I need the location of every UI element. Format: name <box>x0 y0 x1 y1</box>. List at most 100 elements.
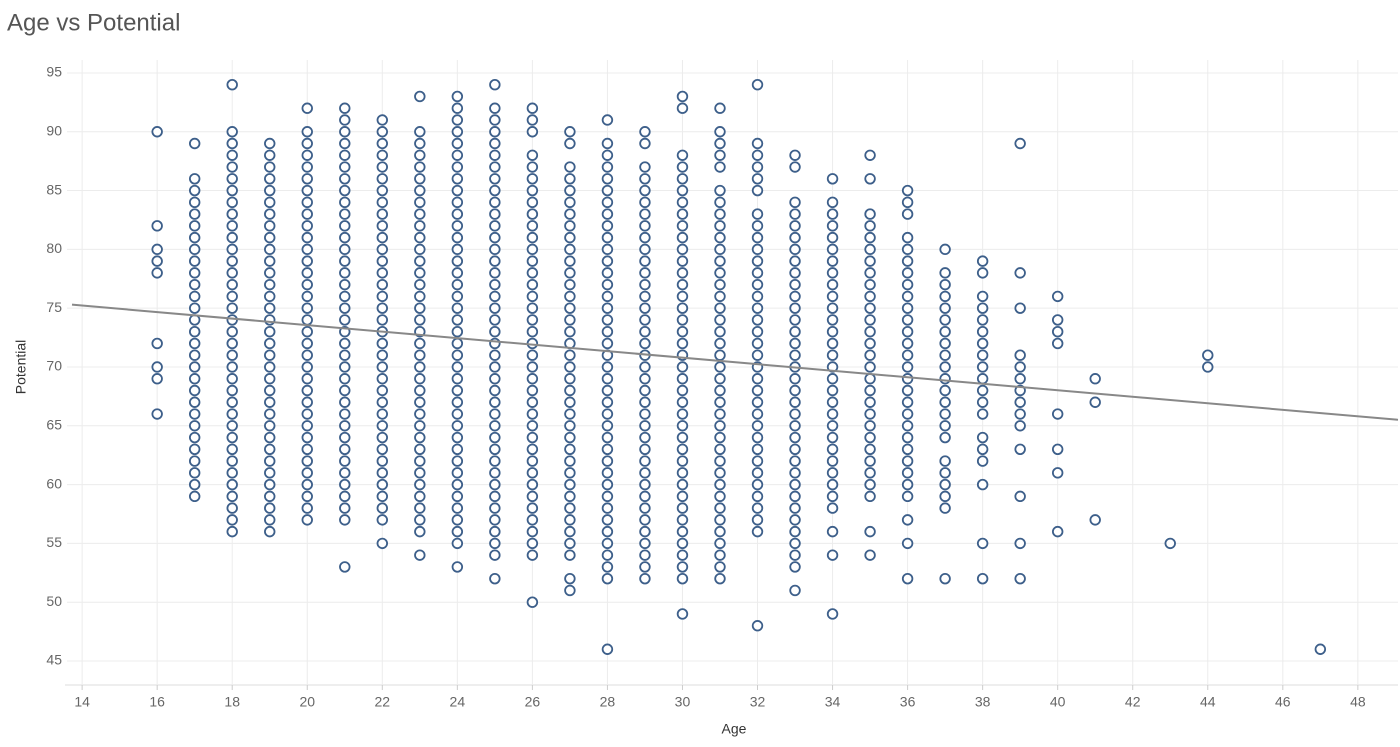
point <box>376 396 389 408</box>
point <box>789 420 801 432</box>
point <box>264 514 276 526</box>
point <box>188 373 201 385</box>
point <box>714 525 726 538</box>
point <box>301 514 313 526</box>
point <box>451 514 464 526</box>
point <box>264 173 276 185</box>
point <box>264 208 276 220</box>
point <box>714 126 726 138</box>
x-tick-label: 36 <box>900 694 916 710</box>
point <box>376 255 389 267</box>
point <box>901 325 914 338</box>
point <box>901 455 914 467</box>
point <box>151 361 163 373</box>
point <box>751 267 764 279</box>
x-tick-label: 40 <box>1050 694 1066 710</box>
point <box>489 102 501 114</box>
point <box>226 455 238 467</box>
point <box>414 455 426 467</box>
point <box>301 278 313 291</box>
point <box>1014 373 1026 385</box>
point <box>939 349 951 361</box>
x-tick-label: 28 <box>600 694 616 710</box>
point <box>188 337 201 350</box>
point <box>264 420 276 432</box>
point <box>188 325 201 338</box>
point <box>526 537 539 550</box>
point <box>264 525 276 538</box>
point <box>526 126 539 138</box>
point <box>264 337 276 350</box>
point <box>601 149 614 161</box>
point <box>714 502 726 514</box>
point <box>226 255 238 267</box>
point <box>676 149 689 161</box>
point <box>864 302 876 314</box>
point <box>451 314 464 326</box>
point <box>526 502 539 514</box>
point <box>564 408 576 420</box>
point <box>226 408 238 420</box>
point <box>639 455 651 467</box>
point <box>564 314 576 326</box>
point <box>639 255 651 267</box>
point <box>414 478 426 491</box>
point <box>226 126 238 138</box>
point <box>564 126 576 138</box>
point <box>301 208 313 220</box>
point <box>526 396 539 408</box>
point <box>676 514 689 526</box>
point <box>751 231 764 244</box>
point <box>976 361 989 373</box>
point <box>451 373 464 385</box>
point <box>901 478 914 491</box>
point <box>751 325 764 338</box>
point <box>376 126 389 138</box>
point <box>564 396 576 408</box>
point <box>339 243 351 256</box>
point <box>601 408 614 420</box>
point <box>751 455 764 467</box>
point <box>376 361 389 373</box>
point <box>301 420 313 432</box>
point <box>564 431 576 444</box>
point <box>451 184 464 197</box>
point <box>451 255 464 267</box>
point <box>901 314 914 326</box>
point <box>301 267 313 279</box>
point <box>489 314 501 326</box>
point <box>339 384 351 397</box>
point <box>188 267 201 279</box>
point <box>489 431 501 444</box>
point <box>751 490 764 503</box>
point <box>376 161 389 173</box>
point <box>751 78 764 91</box>
point <box>301 384 313 397</box>
point <box>188 196 201 209</box>
point <box>601 478 614 491</box>
point <box>339 349 351 361</box>
point <box>264 149 276 161</box>
x-tick-label: 38 <box>975 694 991 710</box>
point <box>376 208 389 220</box>
point <box>789 208 801 220</box>
point <box>676 278 689 291</box>
x-tick-label: 20 <box>299 694 315 710</box>
point <box>451 290 464 303</box>
point <box>526 525 539 538</box>
x-tick-label: 32 <box>750 694 766 710</box>
point <box>901 184 914 197</box>
point <box>151 267 163 279</box>
point <box>864 408 876 420</box>
point <box>151 408 163 420</box>
x-tick-label: 16 <box>149 694 165 710</box>
point <box>564 361 576 373</box>
point <box>226 384 238 397</box>
point <box>451 361 464 373</box>
point <box>901 396 914 408</box>
point <box>339 126 351 138</box>
point <box>301 255 313 267</box>
point <box>226 467 238 479</box>
point <box>188 231 201 244</box>
point <box>864 325 876 338</box>
